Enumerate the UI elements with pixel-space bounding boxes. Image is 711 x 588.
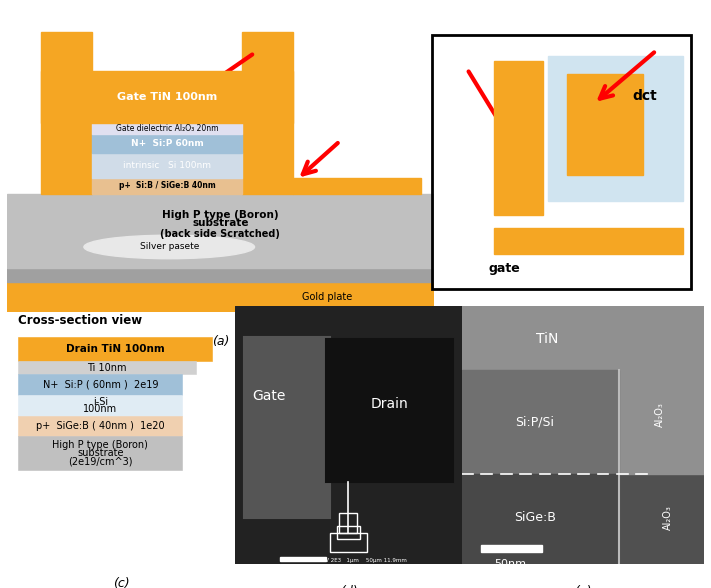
Bar <box>18 416 182 436</box>
Text: p+  Si:B / SiGe:B 40nm: p+ Si:B / SiGe:B 40nm <box>119 181 215 191</box>
Text: Si:P/Si: Si:P/Si <box>515 416 554 429</box>
Text: (2e19/cm^3): (2e19/cm^3) <box>68 457 133 467</box>
Bar <box>7 194 434 268</box>
Bar <box>326 339 453 482</box>
Text: p+  SiGe:B ( 40nm )  1e20: p+ SiGe:B ( 40nm ) 1e20 <box>36 421 165 431</box>
Bar <box>92 178 242 194</box>
Bar <box>18 337 212 362</box>
Text: Ti 10nm: Ti 10nm <box>87 363 127 373</box>
Bar <box>92 134 242 153</box>
Text: Gate dielectric Al₂O₃ 20nm: Gate dielectric Al₂O₃ 20nm <box>116 124 218 133</box>
Bar <box>494 61 542 215</box>
Text: (d): (d) <box>340 585 357 588</box>
Bar <box>567 74 643 175</box>
Text: intrinsic   Si 100nm: intrinsic Si 100nm <box>123 161 211 170</box>
Text: High P type (Boron): High P type (Boron) <box>162 209 279 220</box>
Ellipse shape <box>84 235 255 259</box>
Bar <box>18 436 182 470</box>
Bar <box>18 375 182 395</box>
Text: Drain TiN 100nm: Drain TiN 100nm <box>66 344 164 354</box>
Text: (b): (b) <box>553 315 570 328</box>
Text: N+  Si:P ( 60nm )  2e19: N+ Si:P ( 60nm ) 2e19 <box>43 380 158 390</box>
Bar <box>242 32 293 194</box>
Bar <box>18 362 196 375</box>
Text: N+  Si:P 60nm: N+ Si:P 60nm <box>131 139 203 148</box>
Text: Silver pasete: Silver pasete <box>139 242 199 252</box>
Bar <box>92 123 242 134</box>
Bar <box>337 526 360 539</box>
Text: Gate TiN 100nm: Gate TiN 100nm <box>117 92 217 102</box>
Text: Drain: Drain <box>370 397 408 411</box>
Text: SiGe:B: SiGe:B <box>514 512 555 524</box>
Text: (back side Scratched): (back side Scratched) <box>161 229 280 239</box>
Bar <box>244 337 330 518</box>
Bar <box>41 71 293 123</box>
Text: Al₂O₃: Al₂O₃ <box>656 402 665 427</box>
Bar <box>462 370 619 474</box>
Bar <box>462 474 619 564</box>
Text: substrate: substrate <box>77 448 124 458</box>
Bar <box>7 268 434 282</box>
Text: 50nm: 50nm <box>494 559 527 569</box>
Bar <box>330 533 367 552</box>
Bar <box>462 306 704 370</box>
Text: gate: gate <box>488 262 520 275</box>
Text: (a): (a) <box>212 335 229 348</box>
Bar <box>548 56 683 201</box>
Bar <box>293 178 421 194</box>
Bar <box>481 545 542 552</box>
Bar <box>92 153 242 178</box>
Text: Al₂O₃: Al₂O₃ <box>663 506 673 530</box>
Text: 100nm: 100nm <box>83 404 117 414</box>
Text: dct: dct <box>632 89 657 102</box>
Bar <box>7 282 434 312</box>
Text: High P type (Boron): High P type (Boron) <box>53 440 149 450</box>
Text: Gold plate: Gold plate <box>302 292 352 302</box>
Bar <box>339 513 358 533</box>
Text: Gate: Gate <box>252 389 285 403</box>
Text: Cross-section view: Cross-section view <box>18 313 143 326</box>
Text: (c): (c) <box>112 577 129 588</box>
Text: i-Si: i-Si <box>93 397 108 407</box>
Text: substrate: substrate <box>192 218 249 229</box>
Bar <box>18 395 182 416</box>
Bar <box>494 228 683 254</box>
Bar <box>280 557 326 560</box>
Text: TiN: TiN <box>535 332 558 346</box>
Text: x 100   10.0kV 2E3   1μm    50μm 11.9mm: x 100 10.0kV 2E3 1μm 50μm 11.9mm <box>289 558 407 563</box>
Bar <box>41 32 92 194</box>
Bar <box>619 370 704 474</box>
Text: (e): (e) <box>574 585 592 588</box>
